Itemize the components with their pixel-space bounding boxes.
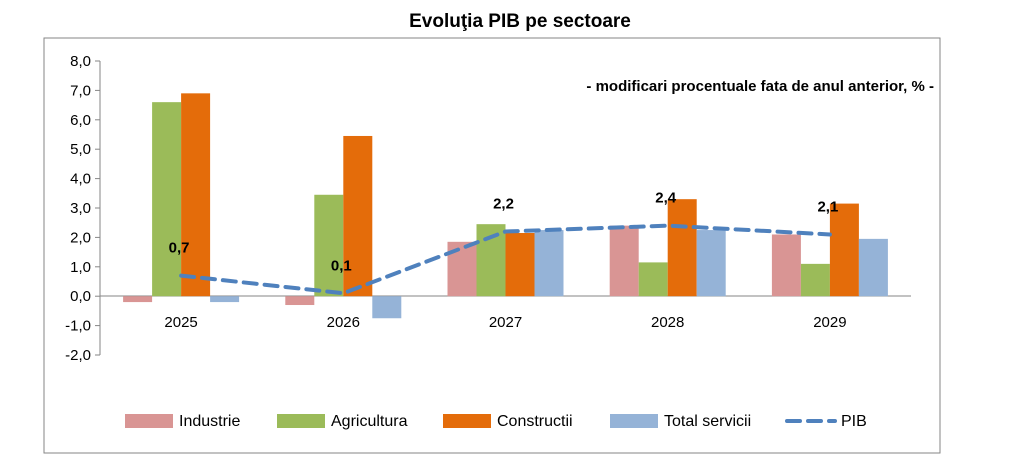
legend-label: Agricultura xyxy=(331,413,408,430)
y-tick-label: 3,0 xyxy=(70,200,91,217)
bar-industrie-2026 xyxy=(285,296,315,306)
bar-total-servicii-2028 xyxy=(696,230,726,297)
x-category-label: 2027 xyxy=(489,314,522,331)
bar-agricultura-2025 xyxy=(152,102,182,297)
pib-data-label: 0,7 xyxy=(169,240,190,257)
legend-swatch xyxy=(125,414,173,428)
bar-agricultura-2029 xyxy=(800,263,830,297)
y-tick-label: -1,0 xyxy=(65,318,91,335)
legend-label: Industrie xyxy=(179,413,240,430)
legend: Industrie Agricultura Constructii Total ser… xyxy=(125,413,867,430)
chart-subtitle: - modificari procentuale fata de anul an… xyxy=(586,78,934,95)
legend-label: Total servicii xyxy=(664,413,751,430)
bar-constructii-2028 xyxy=(667,199,697,297)
legend-label: PIB xyxy=(841,413,867,430)
category-labels: 2025 2026 2027 2028 2029 xyxy=(164,314,846,331)
bar-agricultura-2026 xyxy=(314,194,344,297)
pib-data-label: 2,2 xyxy=(493,196,514,213)
bar-total-servicii-2029 xyxy=(858,238,888,297)
y-tick-label: 5,0 xyxy=(70,141,91,158)
pib-data-label: 2,1 xyxy=(817,198,838,215)
pib-line: 0,7 0,1 2,2 2,4 2,1 xyxy=(169,190,838,296)
y-tick-label: 2,0 xyxy=(70,229,91,246)
y-tick-label: 1,0 xyxy=(70,259,91,276)
legend-swatch xyxy=(610,414,658,428)
bar-marks xyxy=(123,93,888,319)
y-tick-label: 0,0 xyxy=(70,288,91,305)
bar-constructii-2027 xyxy=(505,232,535,297)
bar-total-servicii-2027 xyxy=(534,230,564,297)
legend-swatch xyxy=(277,414,325,428)
bar-total-servicii-2025 xyxy=(210,296,240,303)
pib-data-label: 0,1 xyxy=(331,257,352,274)
pib-series-line xyxy=(179,223,832,296)
y-tick-label: -2,0 xyxy=(65,347,91,364)
bar-total-servicii-2026 xyxy=(372,296,402,319)
x-category-label: 2025 xyxy=(164,314,197,331)
bar-agricultura-2028 xyxy=(638,262,668,297)
x-category-label: 2029 xyxy=(813,314,846,331)
bar-industrie-2028 xyxy=(609,225,639,297)
y-tick-label: 6,0 xyxy=(70,112,91,129)
chart-title: Evoluţia PIB pe sectoare xyxy=(409,11,631,32)
y-tick-label: 8,0 xyxy=(70,53,91,70)
bar-constructii-2025 xyxy=(181,93,211,297)
y-tick-label: 7,0 xyxy=(70,82,91,99)
bar-industrie-2029 xyxy=(771,234,801,297)
y-tick-label: 4,0 xyxy=(70,171,91,188)
bar-constructii-2029 xyxy=(829,203,859,297)
bar-industrie-2025 xyxy=(123,296,153,303)
legend-swatch xyxy=(443,414,491,428)
legend-label: Constructii xyxy=(497,413,573,430)
y-axis-ticks: 8,0 7,0 6,0 5,0 4,0 3,0 2,0 1,0 0,0 -1,0 -2,0 xyxy=(65,53,100,364)
pib-data-label: 2,4 xyxy=(655,190,677,207)
x-category-label: 2028 xyxy=(651,314,684,331)
bar-constructii-2026 xyxy=(343,135,373,297)
x-category-label: 2026 xyxy=(327,314,360,331)
